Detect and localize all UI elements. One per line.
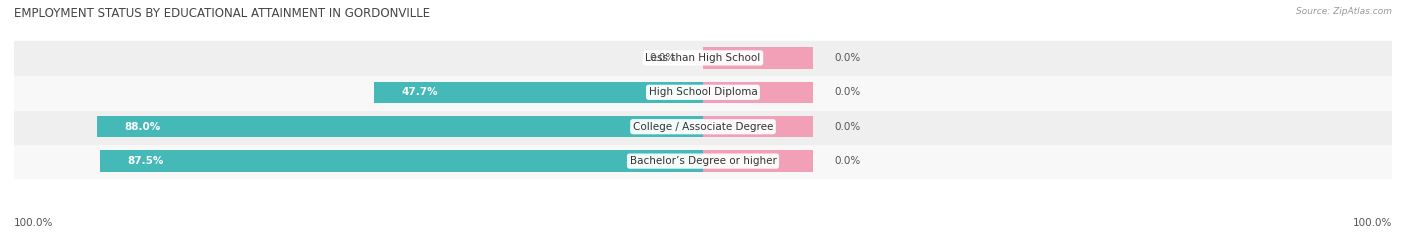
Text: 0.0%: 0.0%: [834, 156, 860, 166]
Bar: [703, 47, 813, 69]
Text: EMPLOYMENT STATUS BY EDUCATIONAL ATTAINMENT IN GORDONVILLE: EMPLOYMENT STATUS BY EDUCATIONAL ATTAINM…: [14, 7, 430, 20]
Text: 100.0%: 100.0%: [14, 218, 53, 228]
Bar: [14, 75, 1392, 110]
Bar: [97, 116, 703, 137]
Text: 88.0%: 88.0%: [124, 122, 160, 132]
Text: 100.0%: 100.0%: [1353, 218, 1392, 228]
Bar: [14, 110, 1392, 144]
Bar: [703, 151, 813, 172]
Text: Bachelor’s Degree or higher: Bachelor’s Degree or higher: [630, 156, 776, 166]
Bar: [100, 151, 703, 172]
Bar: [703, 116, 813, 137]
Text: 0.0%: 0.0%: [650, 53, 675, 63]
Text: Less than High School: Less than High School: [645, 53, 761, 63]
Text: Source: ZipAtlas.com: Source: ZipAtlas.com: [1296, 7, 1392, 16]
Text: High School Diploma: High School Diploma: [648, 87, 758, 97]
Text: 0.0%: 0.0%: [834, 53, 860, 63]
Text: 0.0%: 0.0%: [834, 122, 860, 132]
Text: 47.7%: 47.7%: [402, 87, 439, 97]
Bar: [14, 144, 1392, 178]
Bar: [14, 41, 1392, 75]
Text: College / Associate Degree: College / Associate Degree: [633, 122, 773, 132]
Bar: [703, 82, 813, 103]
Text: 87.5%: 87.5%: [128, 156, 165, 166]
Bar: [374, 82, 703, 103]
Text: 0.0%: 0.0%: [834, 87, 860, 97]
